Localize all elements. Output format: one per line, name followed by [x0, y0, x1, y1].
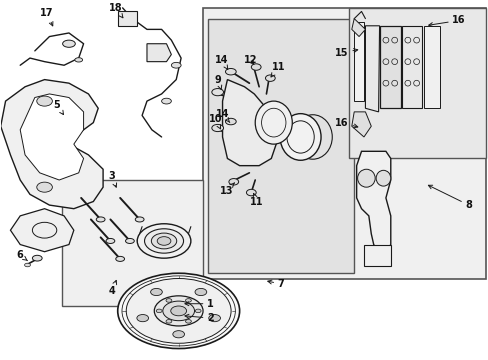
Ellipse shape: [375, 170, 390, 186]
Ellipse shape: [172, 330, 184, 338]
Text: 16: 16: [335, 118, 357, 128]
Ellipse shape: [32, 222, 57, 238]
Polygon shape: [401, 26, 422, 108]
Polygon shape: [20, 94, 83, 180]
Ellipse shape: [37, 182, 52, 192]
Ellipse shape: [118, 273, 239, 348]
Text: 4: 4: [108, 280, 116, 296]
Ellipse shape: [137, 315, 148, 322]
Text: 15: 15: [335, 48, 357, 58]
Text: 14: 14: [214, 55, 228, 69]
Ellipse shape: [225, 68, 236, 75]
Polygon shape: [379, 26, 400, 108]
Ellipse shape: [161, 98, 171, 104]
Ellipse shape: [144, 229, 183, 253]
Text: 1: 1: [184, 299, 213, 309]
Ellipse shape: [211, 125, 223, 132]
Polygon shape: [351, 19, 365, 37]
Ellipse shape: [154, 296, 203, 326]
Polygon shape: [363, 244, 390, 266]
Ellipse shape: [211, 89, 223, 96]
Ellipse shape: [157, 237, 170, 245]
Ellipse shape: [62, 40, 75, 47]
Bar: [348, 8, 485, 158]
Ellipse shape: [170, 306, 186, 316]
Text: 12: 12: [243, 55, 257, 65]
Text: 9: 9: [214, 75, 221, 89]
Ellipse shape: [246, 189, 256, 196]
Ellipse shape: [195, 288, 206, 296]
Text: 13: 13: [219, 183, 234, 196]
Text: 17: 17: [40, 8, 54, 26]
Polygon shape: [423, 26, 439, 108]
Ellipse shape: [171, 62, 181, 68]
Polygon shape: [0, 80, 103, 209]
Ellipse shape: [37, 96, 52, 106]
Polygon shape: [147, 44, 171, 62]
Ellipse shape: [251, 64, 261, 70]
Text: 10: 10: [208, 114, 222, 129]
Ellipse shape: [165, 299, 171, 302]
Ellipse shape: [225, 118, 236, 125]
Polygon shape: [118, 12, 137, 26]
Bar: [207, 19, 353, 273]
Ellipse shape: [24, 263, 30, 267]
Ellipse shape: [255, 101, 292, 144]
Ellipse shape: [125, 238, 134, 243]
Ellipse shape: [32, 255, 42, 261]
Ellipse shape: [280, 114, 321, 160]
Ellipse shape: [156, 309, 162, 313]
Ellipse shape: [357, 169, 374, 187]
Text: 11: 11: [270, 62, 285, 77]
Ellipse shape: [265, 75, 275, 81]
Polygon shape: [365, 26, 379, 112]
Bar: [61, 180, 203, 306]
Text: 11: 11: [249, 193, 263, 207]
Ellipse shape: [185, 299, 191, 302]
Polygon shape: [351, 112, 370, 137]
Ellipse shape: [151, 233, 176, 249]
Ellipse shape: [106, 238, 115, 243]
Ellipse shape: [96, 217, 105, 222]
Text: 7: 7: [267, 279, 284, 289]
Ellipse shape: [165, 320, 171, 323]
Polygon shape: [222, 80, 276, 166]
Text: 16: 16: [428, 15, 465, 27]
Text: 5: 5: [53, 100, 63, 114]
Text: 14: 14: [215, 109, 229, 122]
Text: 6: 6: [17, 250, 27, 261]
Ellipse shape: [185, 320, 191, 323]
Ellipse shape: [208, 315, 220, 322]
Text: 8: 8: [427, 185, 471, 210]
Ellipse shape: [150, 288, 162, 296]
Ellipse shape: [75, 58, 82, 62]
Ellipse shape: [228, 179, 238, 185]
Text: 3: 3: [108, 171, 116, 187]
Ellipse shape: [116, 256, 124, 261]
Text: 2: 2: [184, 313, 213, 323]
Ellipse shape: [137, 224, 190, 258]
Polygon shape: [356, 151, 390, 252]
Polygon shape: [353, 22, 363, 101]
Ellipse shape: [163, 301, 194, 321]
Ellipse shape: [135, 217, 144, 222]
Polygon shape: [10, 209, 74, 252]
Ellipse shape: [126, 279, 231, 343]
Bar: [203, 8, 485, 279]
Text: 18: 18: [108, 3, 122, 18]
Ellipse shape: [195, 309, 201, 313]
